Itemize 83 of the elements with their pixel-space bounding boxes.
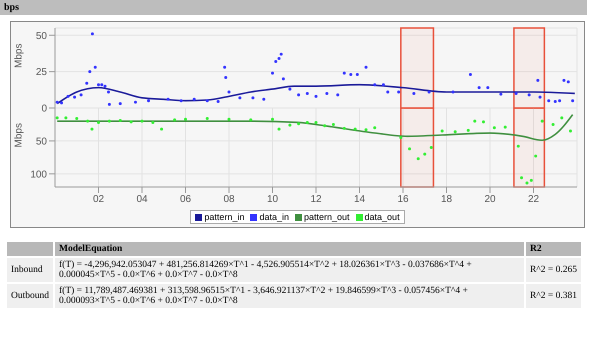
point — [160, 128, 164, 131]
x-tick-label: 16 — [397, 194, 409, 206]
point — [530, 178, 533, 182]
point — [151, 120, 154, 124]
point — [140, 120, 144, 123]
y-tick-label: 50 — [36, 30, 48, 42]
point — [534, 154, 538, 158]
point — [130, 120, 133, 124]
point — [560, 116, 564, 120]
point — [228, 118, 230, 121]
point — [520, 176, 524, 180]
legend-label: pattern_out — [302, 212, 350, 222]
point — [354, 128, 357, 131]
point — [90, 128, 94, 131]
point — [184, 118, 187, 121]
chart-title: bps — [0, 0, 587, 15]
point — [364, 128, 368, 132]
point — [440, 130, 444, 133]
text: R^2 = 0.265 — [526, 258, 581, 282]
point — [271, 118, 274, 121]
text: ModelEquation — [55, 242, 524, 256]
point — [454, 130, 457, 134]
text: R^2 = 0.381 — [526, 284, 581, 308]
point — [314, 120, 318, 124]
point — [118, 119, 122, 122]
y-tick-label: 50 — [36, 136, 48, 148]
point — [306, 120, 309, 124]
point — [249, 118, 252, 122]
x-tick-label: 14 — [354, 194, 366, 206]
point — [373, 126, 376, 130]
text: f(T) = 11,789,487.469381 + 313,598.96515×T^1 - 3,646.921137×T^2 + 19.846599×T^3 - 0.057456×T^4 + 0.000093×T^5 - 0.0×T^6 + 0.0×T^7 - 0.0×T^8 — [55, 284, 524, 308]
point — [466, 128, 470, 132]
x-tick-label: 10 — [266, 194, 278, 206]
x-tick-label: 20 — [484, 194, 496, 206]
point — [482, 120, 485, 124]
point — [516, 144, 520, 148]
point — [64, 116, 68, 120]
line-series — [56, 114, 574, 142]
point — [297, 122, 300, 126]
point — [473, 120, 476, 123]
legend-label: data_in — [258, 212, 289, 222]
point — [323, 124, 326, 128]
point — [430, 146, 433, 149]
x-tick-label: 06 — [180, 194, 192, 206]
y-axis-title: Mbps — [14, 123, 25, 148]
point — [86, 120, 90, 123]
point — [173, 118, 176, 122]
point — [525, 182, 528, 185]
x-tick-label: 18 — [440, 194, 452, 206]
point — [97, 120, 100, 124]
text: Outbound — [7, 284, 53, 308]
y-tick-label: 0 — [41, 104, 48, 115]
point — [75, 117, 78, 120]
x-tick-label: 12 — [310, 194, 322, 206]
point — [206, 117, 209, 120]
point — [568, 130, 572, 133]
x-tick-label: 02 — [92, 194, 104, 206]
point — [342, 126, 346, 130]
point — [504, 126, 507, 129]
x-tick-label: 08 — [223, 194, 235, 206]
point — [416, 157, 420, 160]
legend-label: data_out — [364, 212, 400, 222]
y-tick-label: 100 — [30, 169, 48, 180]
y-axis-title: Mbps — [14, 44, 25, 68]
text: R2 — [526, 242, 581, 256]
point — [108, 120, 111, 123]
x-tick-label: 22 — [528, 194, 540, 206]
point — [408, 147, 412, 150]
point — [399, 136, 402, 140]
point — [332, 122, 335, 126]
point — [492, 126, 496, 130]
y-tick-label: 25 — [36, 67, 48, 78]
point — [288, 124, 292, 127]
point — [278, 128, 281, 131]
point — [540, 120, 544, 123]
line-series — [56, 84, 576, 104]
point — [552, 122, 555, 126]
point — [423, 152, 426, 156]
text: f(T) = -4,296,942.053047 + 481,256.814269×T^1 - 4,526.905514×T^2 + 18.026361×T^3 - 0.037686×T^4 + 0.000045×T^5 - 0.0×T^6 + 0.0×T^7 - 0.0×T^8 — [55, 258, 524, 282]
x-tick-label: 04 — [136, 194, 148, 206]
text: Inbound — [7, 258, 53, 282]
legend-label: pattern_in — [203, 212, 244, 222]
point — [56, 116, 59, 120]
